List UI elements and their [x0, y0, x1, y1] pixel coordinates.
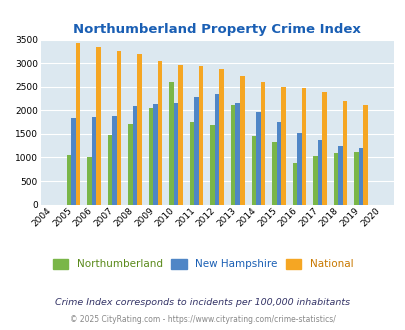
Bar — [296, 133, 301, 205]
Bar — [235, 103, 239, 205]
Bar — [158, 61, 162, 205]
Bar — [256, 112, 260, 205]
Bar — [239, 76, 244, 205]
Bar — [117, 51, 121, 205]
Bar — [71, 118, 75, 205]
Bar — [353, 152, 358, 205]
Bar — [92, 117, 96, 205]
Legend: Northumberland, New Hampshire, National: Northumberland, New Hampshire, National — [49, 255, 356, 274]
Bar — [112, 115, 117, 205]
Bar — [280, 87, 285, 205]
Bar — [251, 136, 256, 205]
Bar — [260, 82, 264, 205]
Bar — [358, 148, 362, 205]
Bar — [137, 54, 141, 205]
Bar — [333, 153, 337, 205]
Bar — [230, 105, 235, 205]
Text: Crime Index corresponds to incidents per 100,000 inhabitants: Crime Index corresponds to incidents per… — [55, 298, 350, 307]
Bar — [312, 155, 317, 205]
Bar — [173, 103, 178, 205]
Bar — [321, 92, 326, 205]
Bar — [337, 146, 342, 205]
Bar — [342, 101, 346, 205]
Bar — [96, 47, 100, 205]
Bar — [301, 88, 305, 205]
Text: © 2025 CityRating.com - https://www.cityrating.com/crime-statistics/: © 2025 CityRating.com - https://www.city… — [70, 315, 335, 324]
Bar — [66, 155, 71, 205]
Bar — [87, 157, 92, 205]
Bar — [194, 97, 198, 205]
Bar — [169, 82, 173, 205]
Bar — [149, 108, 153, 205]
Bar — [75, 43, 80, 205]
Bar — [219, 69, 224, 205]
Bar — [198, 66, 203, 205]
Bar — [292, 163, 296, 205]
Bar — [214, 94, 219, 205]
Bar — [178, 65, 183, 205]
Bar — [128, 124, 132, 205]
Bar — [276, 122, 280, 205]
Bar — [271, 142, 276, 205]
Bar — [362, 105, 367, 205]
Bar — [153, 104, 158, 205]
Title: Northumberland Property Crime Index: Northumberland Property Crime Index — [73, 23, 360, 36]
Bar — [317, 140, 321, 205]
Bar — [190, 122, 194, 205]
Bar — [132, 106, 137, 205]
Bar — [107, 135, 112, 205]
Bar — [210, 125, 214, 205]
